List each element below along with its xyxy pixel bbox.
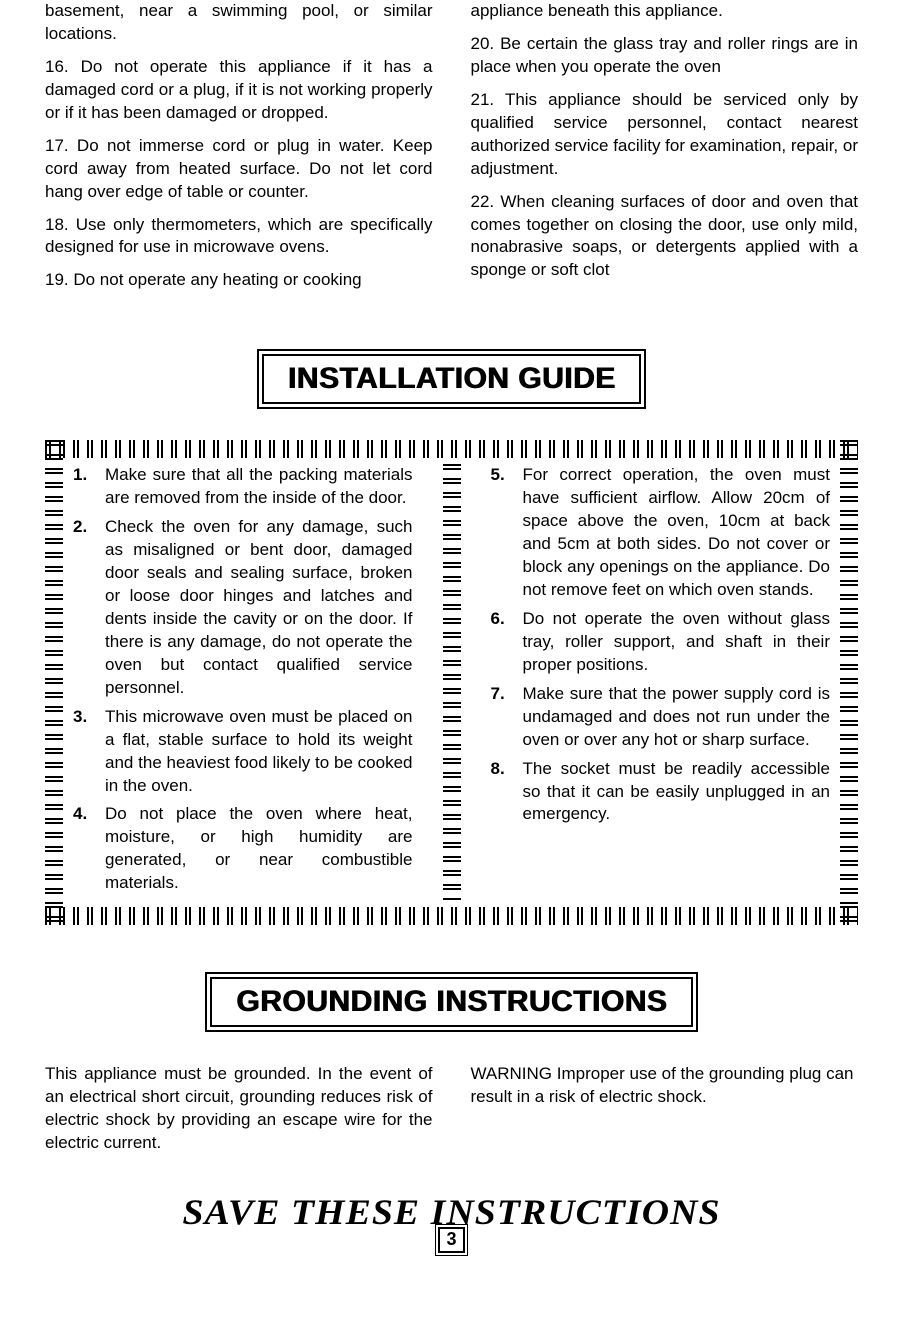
paragraph: appliance beneath this appliance. xyxy=(471,0,859,23)
grounding-heading: GROUNDING INSTRUCTIONS xyxy=(236,985,667,1019)
list-number: 1. xyxy=(73,464,95,510)
paragraph: 19. Do not operate any heating or cookin… xyxy=(45,269,433,292)
installation-block: 1.Make sure that all the packing materia… xyxy=(45,440,858,925)
list-item: 6.Do not operate the oven without glass … xyxy=(491,608,831,677)
grounding-columns: This appliance must be grounded. In the … xyxy=(45,1063,858,1165)
paragraph: 20. Be certain the glass tray and roller… xyxy=(471,33,859,79)
installation-heading-box: INSTALLATION GUIDE xyxy=(262,354,642,404)
list-item: 2.Check the oven for any damage, such as… xyxy=(73,516,413,700)
list-text: For correct operation, the oven must hav… xyxy=(523,464,831,602)
paragraph: WARNING Improper use of the grounding pl… xyxy=(471,1063,859,1109)
top-left-column: basement, near a swimming pool, or simil… xyxy=(45,0,433,302)
paragraph: basement, near a swimming pool, or simil… xyxy=(45,0,433,46)
list-text: Do not place the oven where heat, moistu… xyxy=(105,803,413,895)
list-number: 8. xyxy=(491,758,513,827)
grounding-heading-box: GROUNDING INSTRUCTIONS xyxy=(210,977,693,1027)
list-number: 4. xyxy=(73,803,95,895)
list-number: 5. xyxy=(491,464,513,602)
paragraph: 18. Use only thermometers, which are spe… xyxy=(45,214,433,260)
list-text: Check the oven for any damage, such as m… xyxy=(105,516,413,700)
list-text: Do not operate the oven without glass tr… xyxy=(523,608,831,677)
installation-left-column: 1.Make sure that all the packing materia… xyxy=(73,464,413,901)
installation-heading: INSTALLATION GUIDE xyxy=(288,362,616,396)
top-right-column: appliance beneath this appliance. 20. Be… xyxy=(471,0,859,302)
grounding-right: WARNING Improper use of the grounding pl… xyxy=(471,1063,859,1165)
list-item: 7.Make sure that the power supply cord i… xyxy=(491,683,831,752)
save-instructions: SAVE THESE INSTRUCTIONS xyxy=(25,1191,879,1233)
installation-columns: 1.Make sure that all the packing materia… xyxy=(63,460,840,905)
installation-right-column: 5.For correct operation, the oven must h… xyxy=(491,464,831,901)
list-number: 3. xyxy=(73,706,95,798)
top-text-columns: basement, near a swimming pool, or simil… xyxy=(45,0,858,302)
list-text: Make sure that the power supply cord is … xyxy=(523,683,831,752)
list-text: The socket must be readily accessible so… xyxy=(523,758,831,827)
list-number: 6. xyxy=(491,608,513,677)
paragraph: 22. When cleaning surfaces of door and o… xyxy=(471,191,859,283)
list-text: Make sure that all the packing materials… xyxy=(105,464,413,510)
list-item: 5.For correct operation, the oven must h… xyxy=(491,464,831,602)
list-item: 1.Make sure that all the packing materia… xyxy=(73,464,413,510)
list-number: 2. xyxy=(73,516,95,700)
list-number: 7. xyxy=(491,683,513,752)
paragraph: 17. Do not immerse cord or plug in water… xyxy=(45,135,433,204)
paragraph: 21. This appliance should be serviced on… xyxy=(471,89,859,181)
list-item: 8.The socket must be readily accessible … xyxy=(491,758,831,827)
list-text: This microwave oven must be placed on a … xyxy=(105,706,413,798)
paragraph: This appliance must be grounded. In the … xyxy=(45,1063,433,1155)
paragraph: 16. Do not operate this appliance if it … xyxy=(45,56,433,125)
grounding-left: This appliance must be grounded. In the … xyxy=(45,1063,433,1165)
list-item: 4.Do not place the oven where heat, mois… xyxy=(73,803,413,895)
list-item: 3.This microwave oven must be placed on … xyxy=(73,706,413,798)
column-divider xyxy=(443,464,461,901)
